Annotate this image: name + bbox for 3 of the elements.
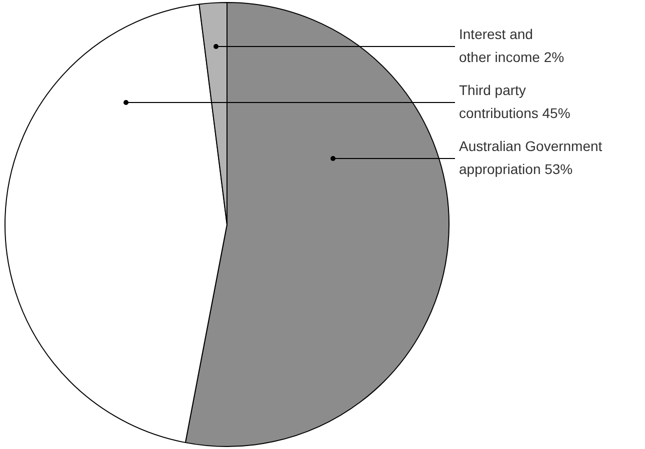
slice-label: Australian Government appropriation 53%: [459, 138, 602, 177]
slice-label: Interest and other income 2%: [459, 26, 564, 65]
slice-label: Third party contributions 45%: [459, 82, 570, 121]
